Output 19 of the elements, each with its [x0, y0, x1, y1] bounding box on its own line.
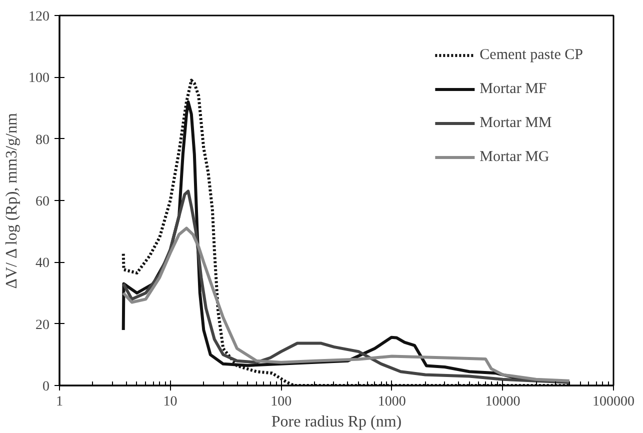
x-tick-label: 10 [163, 394, 178, 410]
x-axis-title: Pore radius Rp (nm) [271, 414, 402, 430]
x-tick-label: 100 [270, 394, 292, 410]
y-tick-label: 120 [28, 10, 50, 24]
y-tick-label: 20 [36, 318, 50, 333]
x-tick-label: 100000 [592, 394, 634, 410]
x-tick-label: 1000 [378, 394, 406, 410]
y-tick-label: 60 [36, 194, 50, 210]
y-tick-label: 0 [42, 380, 50, 394]
legend-label: Mortar MF [480, 80, 547, 98]
legend-label: Cement paste CP [480, 46, 583, 64]
y-axis-title: ΔV/ Δ log (Rp), mm3/g/nm [4, 112, 20, 289]
legend-label: Mortar MG [480, 148, 550, 166]
y-tick-label: 40 [36, 256, 50, 272]
x-tick-label: 10000 [485, 394, 520, 410]
y-tick-label: 80 [36, 132, 50, 148]
legend-label: Mortar MM [480, 114, 552, 132]
x-tick-label: 1 [56, 394, 63, 410]
y-tick-label: 100 [28, 71, 50, 86]
